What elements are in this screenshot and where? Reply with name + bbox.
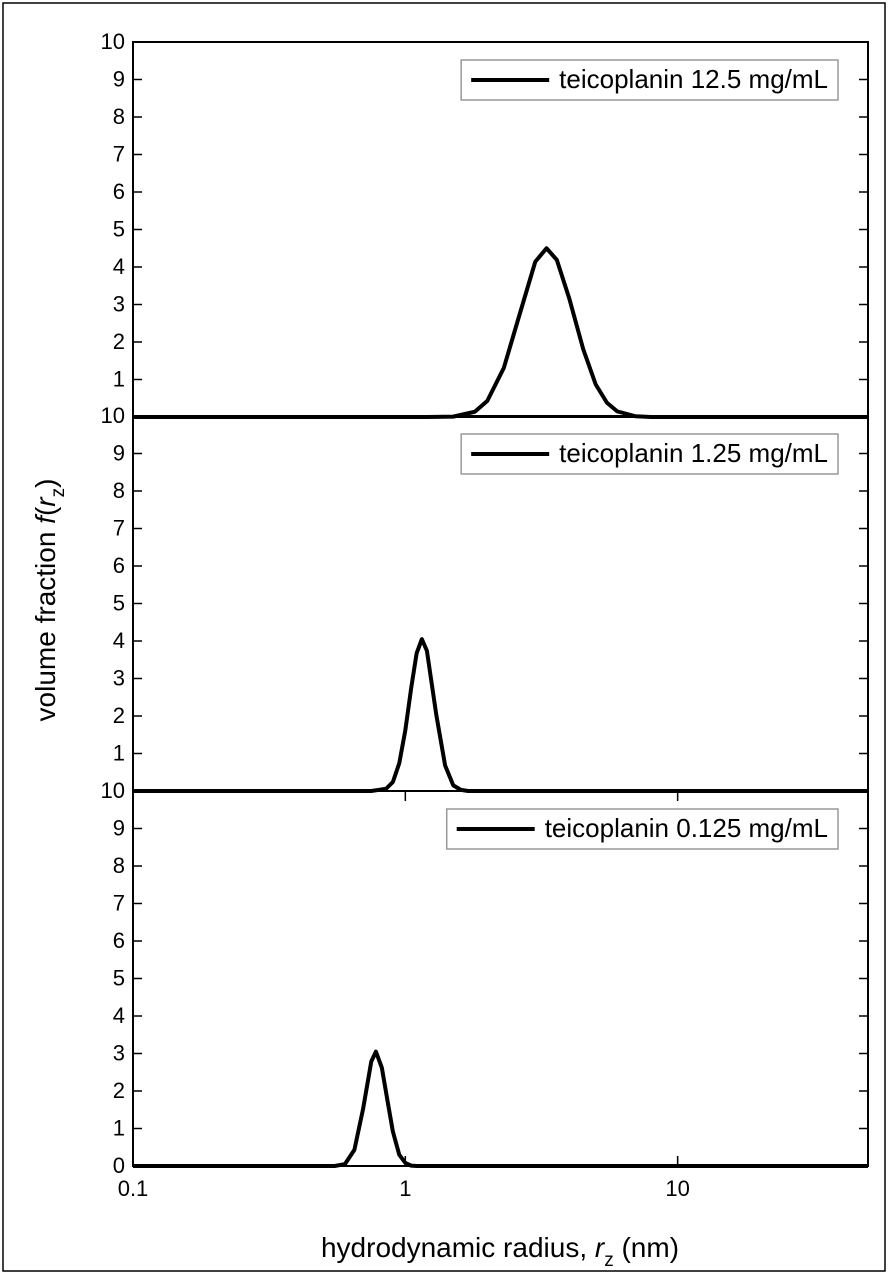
y-tick-label: 3 [113, 1040, 125, 1065]
x-label-part: z [604, 1250, 614, 1271]
y-tick-label: 10 [101, 778, 125, 803]
y-tick-label: 3 [113, 291, 125, 316]
y-tick-label: 9 [113, 815, 125, 840]
data-line [133, 1049, 868, 1168]
legend-label: teicoplanin 12.5 mg/mL [559, 64, 828, 94]
x-tick-label: 10 [665, 1176, 689, 1201]
y-tick-label: 7 [113, 515, 125, 540]
y-label-part: ( [30, 506, 61, 516]
data-line [133, 637, 868, 793]
y-axis-label: volume fraction f(rz) [30, 479, 68, 722]
x-axis-label: hydrodynamic radius, rz (nm) [321, 1232, 679, 1270]
y-tick-label: 1 [113, 1115, 125, 1140]
legend-label: teicoplanin 0.125 mg/mL [545, 813, 828, 843]
x-tick-label: 1 [399, 1176, 411, 1201]
y-label-part: ) [30, 479, 61, 488]
y-tick-label: 6 [113, 179, 125, 204]
y-label-part: volume fraction [30, 524, 61, 722]
y-tick-label: 2 [113, 703, 125, 728]
legend-label: teicoplanin 1.25 mg/mL [559, 438, 828, 468]
x-tick-label: 0.1 [118, 1176, 149, 1201]
y-tick-label: 0 [113, 1153, 125, 1178]
x-label-part: r [595, 1232, 606, 1263]
y-tick-label: 6 [113, 553, 125, 578]
x-label-part: (nm) [614, 1232, 679, 1263]
y-tick-label: 1 [113, 366, 125, 391]
y-tick-label: 8 [113, 853, 125, 878]
y-tick-label: 9 [113, 66, 125, 91]
y-tick-label: 4 [113, 1003, 125, 1028]
y-tick-label: 7 [113, 141, 125, 166]
y-tick-label: 9 [113, 440, 125, 465]
y-tick-label: 5 [113, 590, 125, 615]
y-tick-label: 8 [113, 478, 125, 503]
legend: teicoplanin 0.125 mg/mL [445, 808, 839, 850]
y-tick-label: 3 [113, 665, 125, 690]
y-tick-label: 7 [113, 890, 125, 915]
y-tick-label: 8 [113, 104, 125, 129]
y-tick-label: 1 [113, 740, 125, 765]
legend: teicoplanin 1.25 mg/mL [460, 433, 839, 475]
y-tick-label: 10 [101, 29, 125, 54]
y-tick-label: 4 [113, 254, 125, 279]
legend: teicoplanin 12.5 mg/mL [460, 59, 839, 101]
y-tick-label: 2 [113, 329, 125, 354]
y-tick-label: 5 [113, 965, 125, 990]
y-tick-label: 2 [113, 1078, 125, 1103]
y-tick-label: 6 [113, 928, 125, 953]
y-tick-label: 10 [101, 403, 125, 428]
y-label-part: r [30, 496, 61, 507]
y-tick-label: 4 [113, 628, 125, 653]
y-tick-label: 5 [113, 216, 125, 241]
y-label-part: f [30, 513, 61, 524]
x-label-part: hydrodynamic radius, [321, 1232, 595, 1263]
data-line [133, 246, 868, 419]
y-label-part: z [48, 488, 69, 498]
